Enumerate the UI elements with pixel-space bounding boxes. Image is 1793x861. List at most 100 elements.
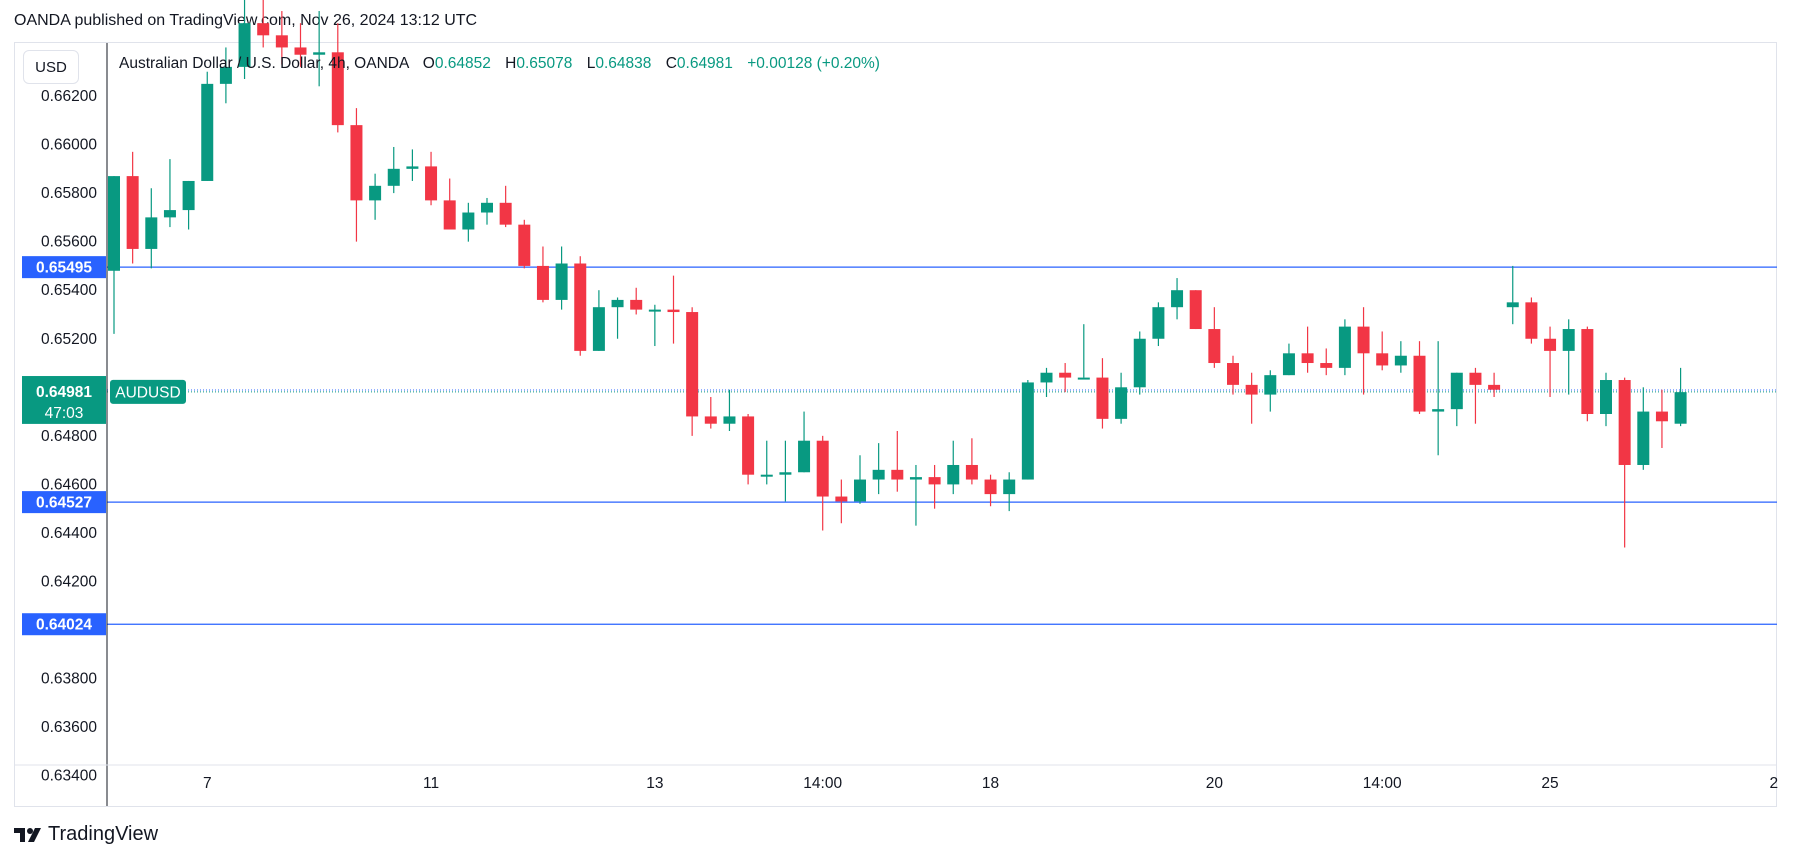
legend-close-value: 0.64981 <box>676 55 733 72</box>
candle-body <box>145 217 158 249</box>
candle-body <box>574 263 587 351</box>
time-tick-label: 11 <box>423 775 439 792</box>
candle <box>443 178 456 230</box>
candle <box>1320 348 1333 376</box>
candle <box>686 307 699 436</box>
candle <box>779 440 792 502</box>
candle-body <box>742 416 755 475</box>
candle-body <box>108 176 120 271</box>
candle-body <box>1488 384 1501 390</box>
candle-body <box>1338 326 1351 368</box>
candle <box>1394 341 1407 373</box>
candle <box>704 397 717 429</box>
candle <box>909 464 922 526</box>
candle-body <box>387 168 400 186</box>
candle <box>1171 278 1184 320</box>
candle <box>1674 367 1687 427</box>
price-tick-label: 0.63400 <box>41 768 97 785</box>
price-tick-label: 0.65400 <box>41 282 97 299</box>
candle-body <box>1506 302 1519 308</box>
candle <box>1525 297 1538 344</box>
candle <box>518 219 531 269</box>
currency-button[interactable]: USD <box>23 50 79 84</box>
candle <box>1450 372 1463 427</box>
price-tick-label: 0.63600 <box>41 719 97 736</box>
candle-body <box>1208 329 1221 364</box>
time-tick-label: 25 <box>1541 775 1558 792</box>
candle-body <box>1394 355 1407 366</box>
tradingview-brand: TradingView <box>48 823 159 845</box>
candle-body <box>499 202 512 225</box>
candle <box>406 149 419 181</box>
candle <box>163 159 176 228</box>
candle <box>1096 358 1109 429</box>
candle-body <box>1282 353 1295 376</box>
candle-body <box>369 185 382 201</box>
tradingview-logo-icon <box>14 827 41 842</box>
candle-body <box>126 176 139 249</box>
candle <box>1245 372 1258 424</box>
candle-body <box>238 23 251 67</box>
candle-body <box>1544 338 1557 351</box>
price-tick-label: 0.64200 <box>41 574 97 591</box>
candle-body <box>1469 372 1482 385</box>
candle-body <box>1413 355 1426 412</box>
candle <box>219 47 232 104</box>
candle-body <box>1581 329 1594 415</box>
candle <box>1562 319 1575 395</box>
candle <box>630 287 643 315</box>
candle-body <box>854 479 866 502</box>
candle-body <box>1096 377 1109 419</box>
candle <box>1208 307 1221 368</box>
candle <box>126 151 139 264</box>
publisher-caption: OANDA published on TradingView.com, Nov … <box>14 12 478 29</box>
candle-body <box>536 265 549 300</box>
legend-open-label: O <box>422 55 435 72</box>
time-tick-label: 18 <box>982 775 999 792</box>
candle <box>1469 367 1482 424</box>
candle <box>1357 307 1370 395</box>
candle-body <box>518 224 531 266</box>
candle <box>816 435 829 531</box>
candle <box>1338 319 1351 376</box>
candle-body <box>1003 479 1016 495</box>
price-tick-label: 0.65200 <box>41 331 97 348</box>
symbol-tag-label: AUDUSD <box>115 384 180 401</box>
candle-body <box>163 210 176 218</box>
level-price-label: 0.64527 <box>36 495 92 512</box>
level-price-tag <box>22 613 106 636</box>
candle-body <box>947 464 960 485</box>
candle <box>238 0 251 80</box>
candle-body <box>1133 338 1146 388</box>
candle-body <box>182 180 195 211</box>
candle <box>536 246 549 303</box>
candle-body <box>686 312 699 417</box>
candle <box>1301 326 1314 373</box>
bar-countdown: 47:03 <box>45 405 84 422</box>
candle-body <box>257 23 270 36</box>
candle <box>835 479 848 524</box>
candle-body <box>1189 290 1202 330</box>
candle-body <box>928 477 941 485</box>
candle-body <box>909 477 922 480</box>
candle <box>182 180 195 230</box>
price-tick-label: 0.63800 <box>41 671 97 688</box>
levels-layer <box>107 266 1777 625</box>
time-axis: 7 11 13 14:00 18 20 14:00 25 2 <box>14 764 1779 792</box>
time-tick-label: 2 <box>1770 775 1779 792</box>
candle-body <box>201 83 214 181</box>
candle-body <box>1600 380 1612 415</box>
legend-high-value: 0.65078 <box>516 55 573 72</box>
level-price-tag <box>22 491 106 514</box>
tradingview-logo[interactable]: TradingView <box>14 823 158 846</box>
candle <box>257 0 270 48</box>
candle <box>1413 341 1426 415</box>
candle-body <box>704 416 717 424</box>
last-price-label: 0.64981 <box>36 384 92 401</box>
candle-body <box>965 464 978 480</box>
candle <box>1021 380 1034 480</box>
candle-body <box>630 299 643 310</box>
price-axis: 0.66200 0.66000 0.65800 0.65600 0.65400 0.652… <box>41 43 108 806</box>
candle-body <box>1171 290 1184 308</box>
